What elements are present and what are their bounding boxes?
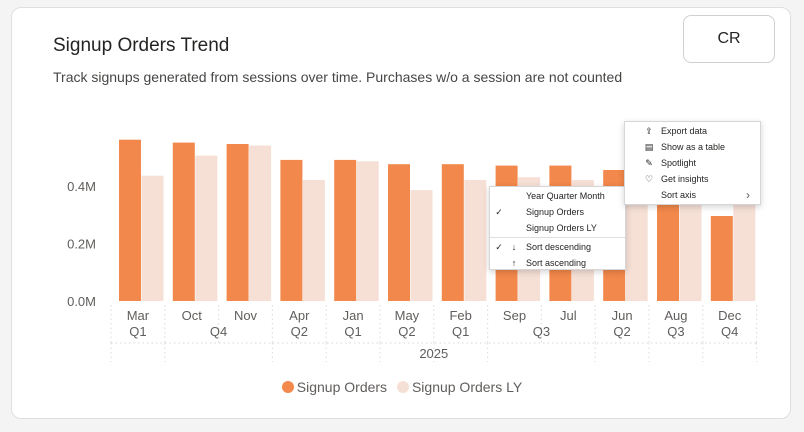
y-tick-label: 0.2M [67,236,96,251]
table-icon: ▤ [644,142,654,152]
bar-signup-orders [226,144,249,301]
legend-item-signup-orders-ly[interactable]: Signup Orders LY [396,379,523,396]
x-tick-label-month: Nov [234,308,258,323]
menu-item-label: Signup Orders [526,207,585,217]
menu-item-label: Show as a table [661,142,726,152]
x-tick-label-quarter: Q4 [210,324,227,339]
menu-item-spotlight[interactable]: ✎ Spotlight [625,155,760,171]
legend-item-signup-orders[interactable]: Signup Orders [281,379,388,396]
spotlight-icon: ✎ [645,158,653,168]
sort-ascending-option[interactable]: ↑ Sort ascending [490,255,625,271]
x-tick-label-quarter: Q3 [533,324,550,339]
x-tick-label-month: Mar [127,308,150,323]
sort-by-signup-orders[interactable]: ✓ Signup Orders [490,204,625,220]
x-tick-label-month: Sep [503,308,526,323]
menu-item-label: Sort axis [661,190,697,200]
x-tick-label-month: Feb [449,308,471,323]
menu-item-get-insights[interactable]: ♡ Get insights [625,171,760,187]
legend-label-signup-orders-ly: Signup Orders LY [411,379,523,396]
x-tick-label-quarter: Q2 [613,324,630,339]
sort-by-year-quarter-month[interactable]: Year Quarter Month [490,188,625,204]
sort-ascending-icon: ↑ [511,258,517,268]
menu-item-label: Signup Orders LY [526,223,597,233]
y-tick-label: 0.0M [67,294,96,309]
chart-subtitle: Track signups generated from sessions ov… [53,69,623,85]
bar-signup-orders-ly [195,155,218,301]
menu-item-label: Spotlight [661,158,697,168]
x-tick-label-month: Dec [718,308,742,323]
bar-signup-orders-ly [733,187,756,301]
bar-signup-orders [119,139,141,301]
bar-signup-orders-ly [625,185,648,301]
bar-signup-orders-ly [249,145,272,301]
sort-descending-option[interactable]: ✓ ↓ Sort descending [490,239,625,255]
x-tick-label-month: Apr [289,308,310,323]
bar-signup-orders [710,216,733,301]
menu-item-label: Sort ascending [526,258,587,268]
bar-signup-orders-ly [356,161,379,301]
legend-label-signup-orders: Signup Orders [296,379,388,396]
check-icon: ✓ [495,242,503,252]
x-tick-label-month: Aug [664,308,687,323]
menu-item-label: Get insights [661,174,709,184]
bar-signup-orders-ly [679,188,702,301]
x-tick-label-quarter: Q1 [129,324,146,339]
check-icon: ✓ [495,207,503,217]
legend-dot-signup-orders [281,381,294,394]
x-tick-label-quarter: Q1 [452,324,469,339]
bar-signup-orders [388,164,410,301]
y-tick-label: 0.4M [67,179,96,194]
visual-context-menu: ⇪ Export data ▤ Show as a table ✎ Spotli… [624,121,761,205]
bar-signup-orders-ly [410,190,433,301]
x-tick-label-month: May [395,308,420,323]
bar-signup-orders-ly [464,180,487,301]
avatar-button[interactable]: CR [683,15,775,63]
x-tick-label-quarter: Q2 [398,324,415,339]
sort-descending-icon: ↓ [511,242,517,252]
menu-item-export-data[interactable]: ⇪ Export data [625,123,760,139]
menu-item-label: Sort descending [526,242,592,252]
menu-item-label: Export data [661,126,708,136]
menu-item-sort-axis[interactable]: Sort axis › [625,187,760,203]
bar-signup-orders [657,177,679,301]
x-tick-label-month: Jan [343,308,364,323]
menu-item-show-as-table[interactable]: ▤ Show as a table [625,139,760,155]
legend-dot-signup-orders-ly [396,381,409,394]
x-tick-label-month: Jul [560,308,577,323]
x-tick-label-year: 2025 [419,346,448,361]
menu-divider [490,237,625,238]
bar-signup-orders [334,159,357,301]
x-tick-label-month: Jun [612,308,633,323]
lightbulb-icon: ♡ [644,174,654,184]
bar-signup-orders-ly [302,180,325,301]
x-tick-label-quarter: Q3 [667,324,684,339]
bar-signup-orders [172,142,195,301]
sort-axis-submenu: Year Quarter Month ✓ Signup Orders Signu… [489,186,626,270]
menu-item-label: Year Quarter Month [526,191,605,201]
chart-legend: Signup Orders Signup Orders LY [0,378,804,398]
chevron-right-icon: › [746,188,750,202]
x-tick-label-quarter: Q1 [344,324,361,339]
bar-signup-orders [280,159,303,301]
x-tick-label-month: Oct [182,308,203,323]
bar-signup-orders-ly [141,175,164,301]
x-tick-label-quarter: Q4 [721,324,738,339]
chart-title: Signup Orders Trend [53,35,230,56]
export-icon: ⇪ [645,126,653,136]
bar-signup-orders [441,164,464,301]
x-tick-label-quarter: Q2 [291,324,308,339]
sort-by-signup-orders-ly[interactable]: Signup Orders LY [490,220,625,236]
